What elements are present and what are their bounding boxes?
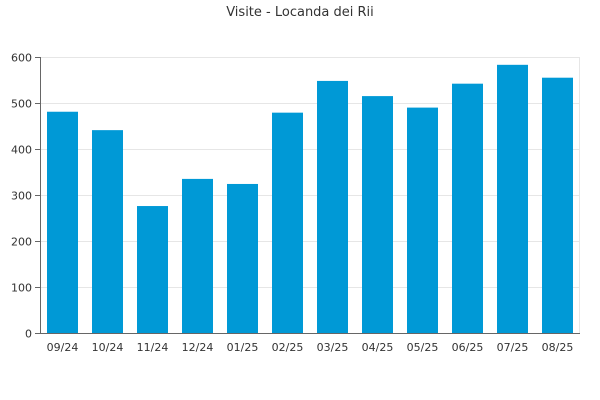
- x-tick-label: 04/25: [362, 341, 394, 354]
- x-tick-label: 08/25: [542, 341, 574, 354]
- bar-07-25: [497, 64, 528, 333]
- x-tick-label: 03/25: [317, 341, 349, 354]
- bar-02-25: [272, 112, 303, 333]
- bar-05-25: [407, 107, 438, 333]
- bar-12-24: [182, 178, 213, 333]
- y-tick-label: 400: [11, 144, 32, 157]
- bar-06-25: [452, 83, 483, 334]
- y-tick-label: 500: [11, 98, 32, 111]
- x-tick-label: 06/25: [452, 341, 484, 354]
- x-tick-label: 07/25: [497, 341, 529, 354]
- x-tick-label: 11/24: [137, 341, 169, 354]
- bar-10-24: [92, 130, 123, 333]
- x-tick-label: 02/25: [272, 341, 304, 354]
- chart-title: Visite - Locanda dei Rii: [226, 5, 374, 20]
- x-tick-label: 12/24: [182, 341, 214, 354]
- x-tick-label: 01/25: [227, 341, 259, 354]
- bars: [47, 64, 573, 334]
- bar-08-25: [542, 77, 573, 333]
- bar-03-25: [317, 80, 348, 333]
- y-tick-label: 200: [11, 236, 32, 249]
- bar-11-24: [137, 206, 168, 333]
- x-tick-label: 09/24: [47, 341, 79, 354]
- bar-09-24: [47, 111, 78, 334]
- y-tick-label: 0: [25, 328, 32, 341]
- axes: [35, 57, 580, 334]
- y-tick-label: 600: [11, 52, 32, 65]
- y-tick-label: 300: [11, 190, 32, 203]
- bar-01-25: [227, 183, 258, 333]
- bar-04-25: [362, 96, 393, 333]
- y-tick-label: 100: [11, 282, 32, 295]
- x-tick-label: 10/24: [92, 341, 124, 354]
- tick-labels: 0 100 200 300 400 500 600 09/24 10/24 11/24 12/24 0…: [11, 52, 573, 355]
- x-tick-label: 05/25: [407, 341, 439, 354]
- gridlines: [40, 57, 580, 288]
